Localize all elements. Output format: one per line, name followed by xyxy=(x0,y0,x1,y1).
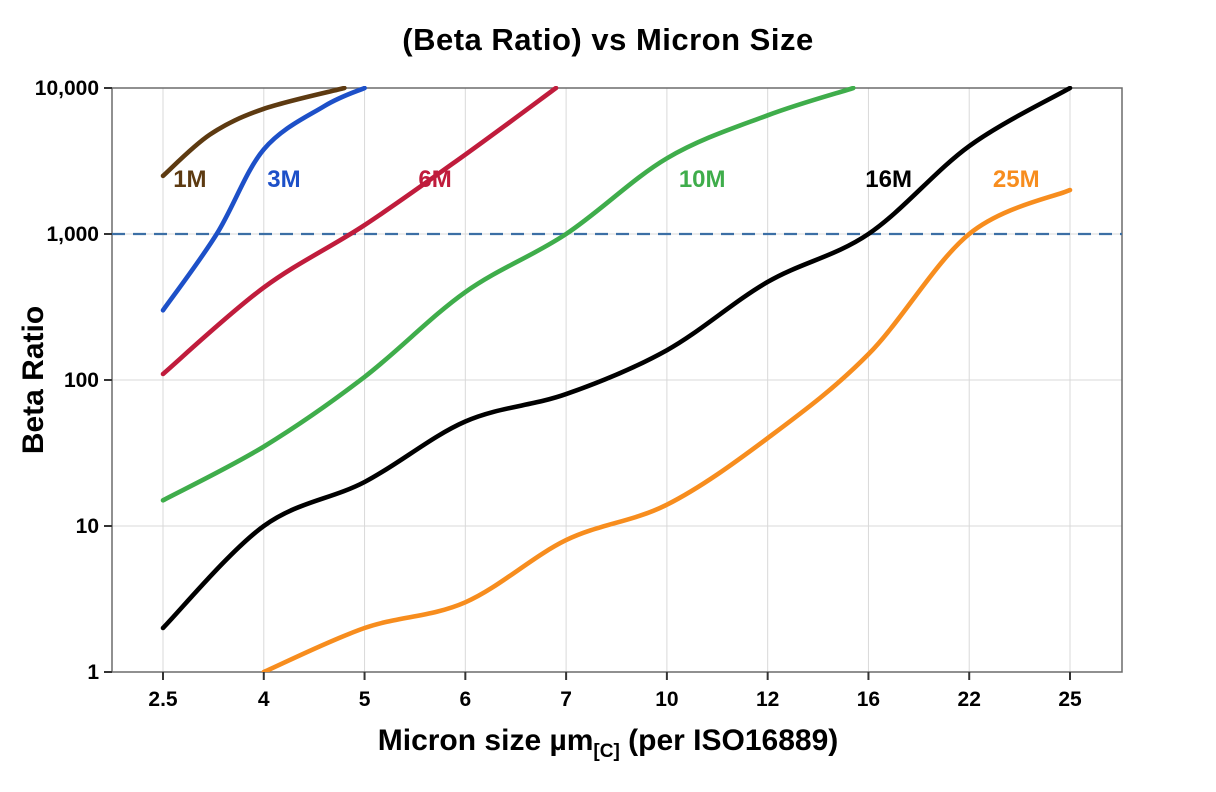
series-label-1M: 1M xyxy=(173,166,206,193)
series-label-16M: 16M xyxy=(865,166,912,193)
x-tick-label: 5 xyxy=(359,688,371,711)
series-curve-25M xyxy=(261,187,1073,672)
y-tick-label: 1,000 xyxy=(46,223,99,246)
series-curve-6M xyxy=(160,86,559,377)
x-axis-title: Micron size µm[C] (per ISO16889) xyxy=(0,724,1216,763)
x-axis-title-suffix: (per ISO16889) xyxy=(619,724,839,757)
chart-title: (Beta Ratio) vs Micron Size xyxy=(402,22,814,57)
series-label-25M: 25M xyxy=(993,166,1040,193)
y-tick-label: 10 xyxy=(76,515,99,538)
y-tick-label: 1 xyxy=(87,661,99,684)
series-curves xyxy=(160,86,1073,672)
series-curve-16M xyxy=(160,86,1073,631)
x-tick-label: 7 xyxy=(560,688,572,711)
series-label-3M: 3M xyxy=(267,166,300,193)
x-tick-label: 6 xyxy=(459,688,471,711)
x-tick-label: 2.5 xyxy=(148,688,178,711)
x-tick-label: 12 xyxy=(756,688,779,711)
x-tick-label: 22 xyxy=(958,688,981,711)
series-curve-1M xyxy=(160,86,347,179)
series-label-10M: 10M xyxy=(679,166,726,193)
series-label-6M: 6M xyxy=(418,166,451,193)
x-tick-label: 4 xyxy=(258,688,270,711)
y-tick-label: 10,000 xyxy=(35,77,99,100)
x-axis-title-main: Micron size µm xyxy=(377,724,594,757)
x-tick-label: 10 xyxy=(655,688,678,711)
y-tick-label: 100 xyxy=(64,369,99,392)
x-axis-title-sub: [C] xyxy=(593,741,620,762)
series-curve-10M xyxy=(160,86,856,503)
x-tick-label: 25 xyxy=(1058,688,1082,711)
series-curve-3M xyxy=(160,86,367,313)
x-tick-label: 16 xyxy=(857,688,880,711)
